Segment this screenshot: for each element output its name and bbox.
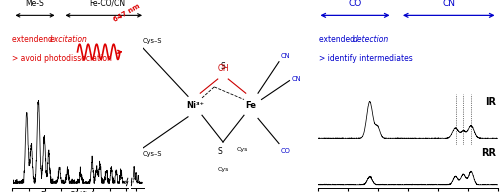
Text: extended: extended: [319, 35, 358, 44]
Text: CN: CN: [442, 0, 455, 8]
Text: CN: CN: [291, 76, 301, 82]
Text: Ni³⁺: Ni³⁺: [186, 101, 204, 110]
Text: Cys: Cys: [237, 147, 248, 152]
Text: CO: CO: [281, 148, 290, 154]
Text: CO: CO: [348, 0, 362, 8]
Text: Fe-CO/CN: Fe-CO/CN: [90, 0, 126, 8]
Text: Cys–S: Cys–S: [142, 151, 162, 157]
Text: excitation: excitation: [50, 35, 88, 44]
Text: IR: IR: [486, 97, 496, 107]
Text: detection: detection: [353, 35, 389, 44]
Text: > avoid photodissociation: > avoid photodissociation: [12, 54, 112, 63]
Text: RR: RR: [482, 148, 496, 158]
Text: Fe: Fe: [246, 101, 256, 110]
Text: OH: OH: [217, 64, 229, 73]
Text: 647 nm: 647 nm: [112, 3, 141, 23]
Text: CN: CN: [281, 53, 290, 59]
Text: Me-S: Me-S: [26, 0, 44, 8]
Text: Raman Shift / cm⁻¹: Raman Shift / cm⁻¹: [41, 190, 114, 192]
Text: > identify intermediates: > identify intermediates: [319, 54, 413, 63]
Text: S: S: [220, 62, 226, 71]
Text: S: S: [217, 147, 222, 156]
Text: Cys–S: Cys–S: [142, 38, 162, 44]
Text: Cys: Cys: [218, 167, 228, 172]
Text: extendend: extendend: [12, 35, 56, 44]
